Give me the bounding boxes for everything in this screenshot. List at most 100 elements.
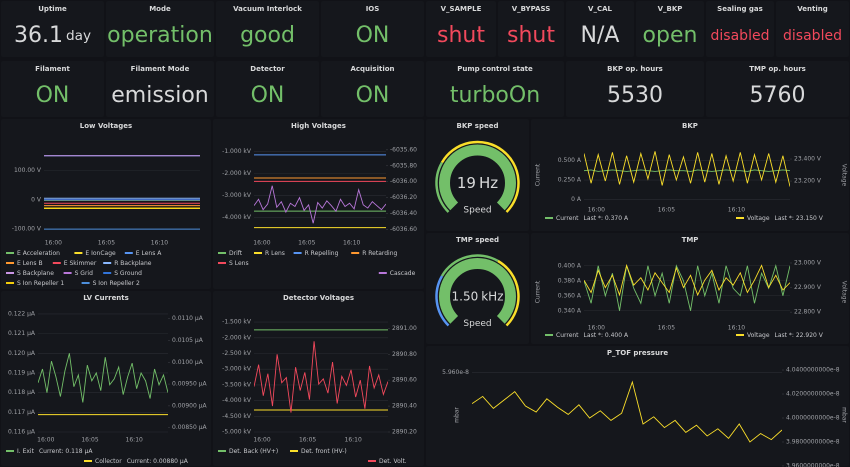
legend-name: R Lens	[265, 250, 285, 257]
legend-name: S Ion Repeller 1	[17, 280, 64, 287]
gauge-title: BKP speed	[456, 122, 498, 130]
legend-name: Drift	[229, 250, 243, 257]
legend-name: R Retarding	[362, 250, 397, 257]
y2-tick-label: 4.0200000000e-8	[786, 391, 840, 398]
panel	[106, 1, 214, 57]
legend-swatch	[63, 272, 72, 274]
y2-tick-label: 23.000 V	[794, 259, 822, 266]
legend-entry: S Lens	[229, 260, 249, 267]
y-tick-label: -4.000 kV	[222, 397, 252, 404]
legend-name: E Lens A	[136, 250, 162, 257]
legend-swatch	[736, 217, 744, 219]
legend-swatch	[74, 252, 83, 254]
y-tick-label: 0.360 A	[558, 292, 582, 299]
stat-number: ON	[356, 23, 390, 48]
gauge-title: TMP speed	[456, 236, 499, 244]
legend-name: Voltage	[747, 215, 770, 222]
y2-tick-label: 23.200 V	[794, 178, 822, 185]
legend-swatch	[6, 450, 14, 452]
panel-title: BKP	[682, 122, 698, 130]
y-tick-label: -1.500 kV	[222, 319, 252, 326]
y-tick-label: 0.120 µA	[8, 350, 36, 357]
y2-axis-label: Voltage	[841, 164, 848, 187]
stat-number: open	[643, 23, 698, 48]
stat-unit: day	[66, 28, 91, 44]
stat-value: 5760	[750, 83, 806, 108]
gauge-threshold	[435, 275, 450, 327]
legend-name: E Lens B	[17, 260, 43, 267]
y2-axis-label: Voltage	[841, 281, 848, 304]
y2-tick-label: 2891.00	[392, 325, 417, 332]
y2-tick-label: -6035.60	[390, 146, 417, 153]
legend-value: Last *: 23.150 V	[775, 215, 824, 222]
x-tick-label: 16:00	[45, 240, 62, 247]
legend-name: R Repelling	[305, 250, 339, 257]
gauge-unit: kHz	[481, 289, 503, 303]
gauge-threshold	[435, 161, 450, 213]
series-line	[38, 353, 168, 403]
legend-entry: Collector Current: 0.00880 µA	[95, 458, 189, 465]
legend-swatch	[52, 262, 61, 264]
legend-swatch	[368, 460, 376, 462]
y2-tick-label: 23.400 V	[794, 156, 822, 163]
legend-swatch	[103, 272, 112, 274]
legend-entry: Det. Volt.	[379, 458, 407, 465]
stat-title: Vacuum Interlock	[233, 5, 302, 13]
y-tick-label: -3.000 kV	[222, 366, 252, 373]
legend-entry: S Grid	[75, 270, 93, 277]
legend-name: S Lens	[229, 260, 249, 267]
y-axis-label: mbar	[454, 407, 461, 423]
legend-entry: Drift	[229, 250, 243, 257]
x-tick-label: 16:05	[81, 437, 98, 444]
y2-tick-label: 4.0000000000e-8	[786, 414, 840, 421]
panel	[1, 1, 104, 57]
y-tick-label: -2.000 kV	[222, 170, 252, 177]
panel	[216, 61, 319, 117]
y2-tick-label: -6036.00	[390, 178, 417, 185]
legend-entry: E Lens A	[136, 250, 162, 257]
legend-name: E Acceleration	[17, 250, 60, 257]
legend-name: S Ion Repeller 2	[93, 280, 140, 287]
stat-title: Filament Mode	[131, 65, 190, 73]
y-axis-label: Current	[535, 280, 542, 303]
stat-value: shut	[437, 23, 485, 48]
legend-entry: R Backplane	[114, 260, 152, 267]
stat-number: ON	[251, 83, 285, 108]
stat-number: disabled	[783, 28, 842, 44]
x-tick-label: 16:10	[345, 437, 362, 444]
x-tick-label: 16:00	[588, 325, 605, 332]
y-tick-label: -2.000 kV	[222, 334, 252, 341]
stat-number: 5530	[607, 83, 663, 108]
stat-title: V_BYPASS	[512, 5, 551, 13]
legend-swatch	[293, 252, 302, 254]
x-tick-label: 16:10	[728, 207, 745, 214]
legend-entry: E IonCage	[85, 250, 116, 257]
stat-title: Venting	[797, 5, 828, 13]
stat-title: V_CAL	[588, 5, 612, 13]
y2-tick-label: 3.9800000000e-8	[786, 438, 840, 445]
x-tick-label: 16:05	[658, 325, 675, 332]
legend-value: Last *: 22.920 V	[775, 332, 824, 339]
panel-title: Low Voltages	[80, 122, 132, 130]
panel	[566, 1, 634, 57]
panel-title: TMP	[682, 236, 699, 244]
legend-entry: R Retarding	[362, 250, 397, 257]
legend-swatch	[378, 272, 387, 274]
legend-swatch	[351, 252, 360, 254]
y-tick-label: -1.000 kV	[222, 148, 252, 155]
legend-swatch	[6, 272, 14, 274]
x-tick-label: 16:05	[98, 240, 115, 247]
x-tick-label: 16:05	[658, 207, 675, 214]
gauge-number: 19	[457, 174, 476, 192]
gauge-label: Speed	[463, 319, 491, 329]
legend-swatch	[103, 262, 112, 264]
panel	[426, 61, 564, 117]
y-tick-label: 0.121 µA	[8, 330, 36, 337]
gauge-value: 1.50 kHz	[452, 289, 504, 303]
gauge-number: 1.50	[452, 289, 479, 303]
y2-tick-label: 0.00950 µA	[172, 381, 208, 388]
panel	[498, 1, 564, 57]
gauge-threshold	[497, 259, 520, 327]
y-tick-label: -2.500 kV	[222, 350, 252, 357]
